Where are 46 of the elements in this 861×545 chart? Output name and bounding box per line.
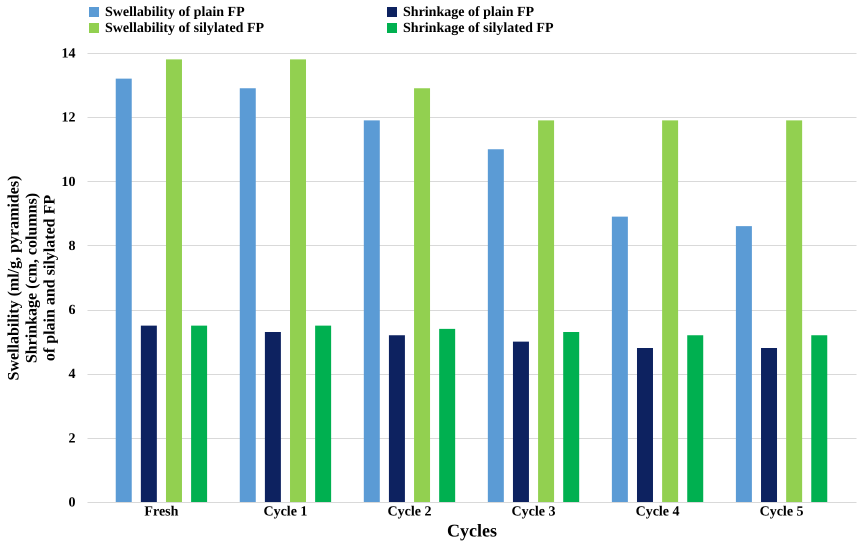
- y-tick-label: 2: [68, 431, 76, 446]
- legend-label: Swellability of silylated FP: [105, 21, 264, 36]
- y-tick-label: 14: [62, 46, 76, 62]
- bar: [140, 326, 157, 502]
- y-tick-label: 8: [68, 238, 76, 254]
- bar: [563, 332, 580, 502]
- x-tick-label: Cycle 1: [263, 504, 308, 520]
- bar: [736, 226, 752, 502]
- bar: [364, 120, 380, 502]
- bar: [388, 335, 405, 502]
- bar: [166, 59, 182, 502]
- y-tick-label: 10: [62, 174, 76, 190]
- x-tick-label: Fresh: [144, 504, 179, 520]
- bar: [662, 120, 678, 502]
- bar: [439, 328, 456, 502]
- bar: [761, 348, 778, 502]
- text: Shrinkage (cm, columns): [24, 192, 40, 364]
- bar: [612, 216, 628, 502]
- bar: [512, 342, 529, 502]
- bar: [116, 78, 132, 502]
- y-tick-label: 6: [68, 303, 76, 318]
- text: Swellability (ml/g, pyramides): [6, 176, 22, 380]
- bar: [811, 335, 828, 502]
- x-axis-title: Cycles: [447, 520, 497, 540]
- legend-label: Swellability of plain FP: [105, 5, 246, 20]
- bar: [290, 59, 306, 502]
- bar: [264, 332, 281, 502]
- text: of plain and silylated FP: [42, 194, 58, 362]
- bar: [414, 88, 430, 502]
- y-tick-label: 12: [62, 110, 76, 126]
- x-tick-label: Cycle 3: [512, 504, 556, 520]
- bar: [240, 88, 256, 502]
- y-tick-label: 4: [68, 367, 76, 382]
- x-tick-label: Cycle 4: [636, 504, 680, 520]
- bar: [636, 348, 653, 502]
- x-tick-label: Cycle 2: [388, 504, 432, 520]
- bar: [687, 335, 704, 502]
- y-tick-label: 0: [68, 496, 76, 510]
- x-tick-label: Cycle 5: [760, 504, 804, 520]
- legend-label: Shrinkage of plain FP: [403, 5, 535, 20]
- bar: [488, 149, 504, 502]
- bar: [538, 120, 554, 502]
- legend-label: Shrinkage of silylated FP: [403, 21, 554, 36]
- bar: [191, 326, 208, 502]
- bar: [786, 120, 802, 502]
- bar: [315, 326, 332, 502]
